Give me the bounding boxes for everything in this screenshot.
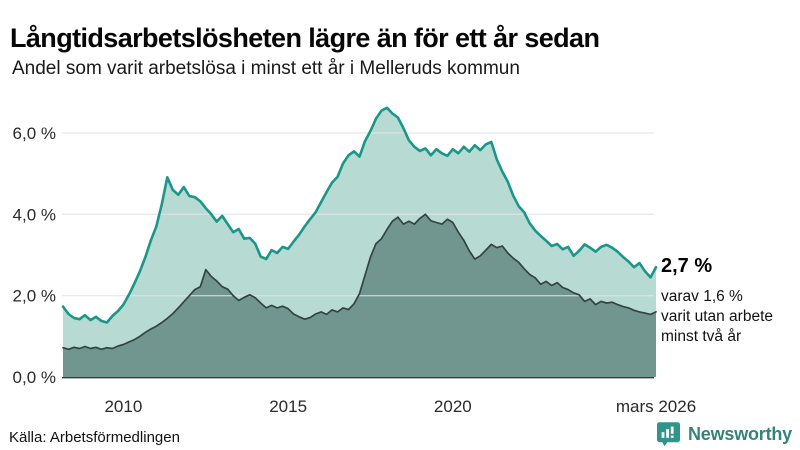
annotation-line: varav 1,6 % <box>661 288 743 305</box>
y-tick-label: 4,0 % <box>13 205 56 224</box>
line-one-year <box>61 106 658 324</box>
chart-subtitle: Andel som varit arbetslösa i minst ett å… <box>12 58 520 79</box>
y-tick-label: 0,0 % <box>13 368 56 387</box>
last-value-label: 2,7 % <box>661 255 713 277</box>
x-tick-label: 2015 <box>269 397 307 416</box>
x-tick-label: 2020 <box>434 397 472 416</box>
newsworthy-logo: Newsworthy <box>656 421 792 447</box>
annotation-line: minst två år <box>661 328 742 345</box>
page-title: Långtidsarbetslösheten lägre än för ett … <box>10 23 600 54</box>
x-tick-label: mars 2026 <box>616 397 696 416</box>
source-note: Källa: Arbetsförmedlingen <box>9 429 180 446</box>
y-tick-label: 6,0 % <box>13 124 56 143</box>
newsworthy-bubble-chart-icon <box>656 422 680 447</box>
x-tick-label: 2010 <box>104 397 142 416</box>
line-two-years <box>62 213 657 351</box>
annotation-text: varav 1,6 % varit utan arbete minst två år <box>661 287 773 347</box>
y-tick-label: 2,0 % <box>13 287 56 306</box>
brand-wordmark: Newsworthy <box>687 423 792 444</box>
annotation-line: varit utan arbete <box>661 308 774 325</box>
